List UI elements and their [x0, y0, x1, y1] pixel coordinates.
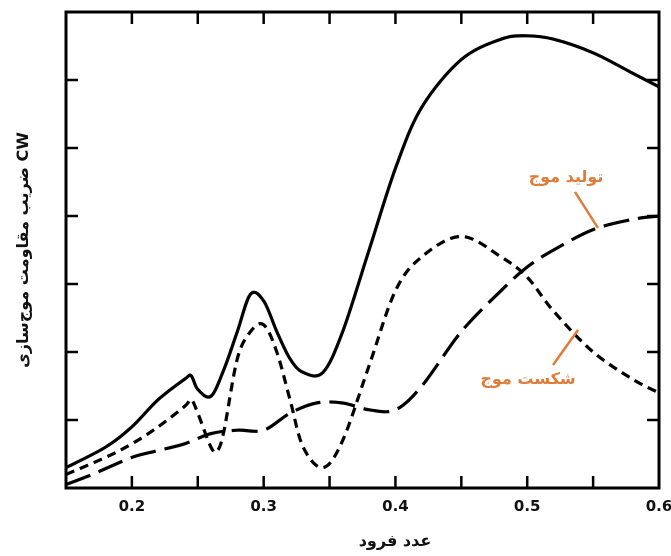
x-tick-labels: 0.2 0.3 0.4 0.5 0.6: [119, 497, 671, 515]
annotation-wave-generation: تولید موج: [529, 167, 604, 186]
series-layer: [65, 34, 660, 487]
x-tick-label: 0.5: [514, 497, 541, 515]
annotation-wave-breaking: شکست موج: [480, 369, 575, 388]
y-axis-title: ضریب مقاومت موج‌سازی CW: [13, 132, 32, 368]
axis-ticks: [64, 12, 661, 488]
annotation-leader-wave-generation: [573, 191, 600, 229]
x-tick-label: 0.4: [382, 497, 409, 515]
x-axis-title: عدد فرود: [359, 531, 432, 550]
series-line-solid: [65, 34, 660, 470]
x-tick-label: 0.3: [250, 497, 277, 515]
plot-frame: [64, 10, 661, 490]
x-tick-label: 0.2: [119, 497, 146, 515]
annotation-leader-wave-breaking: [551, 329, 580, 366]
x-tick-label: 0.6: [646, 497, 671, 515]
series-line-short-dash: [65, 234, 660, 476]
series-line-long-dash: [65, 214, 660, 487]
